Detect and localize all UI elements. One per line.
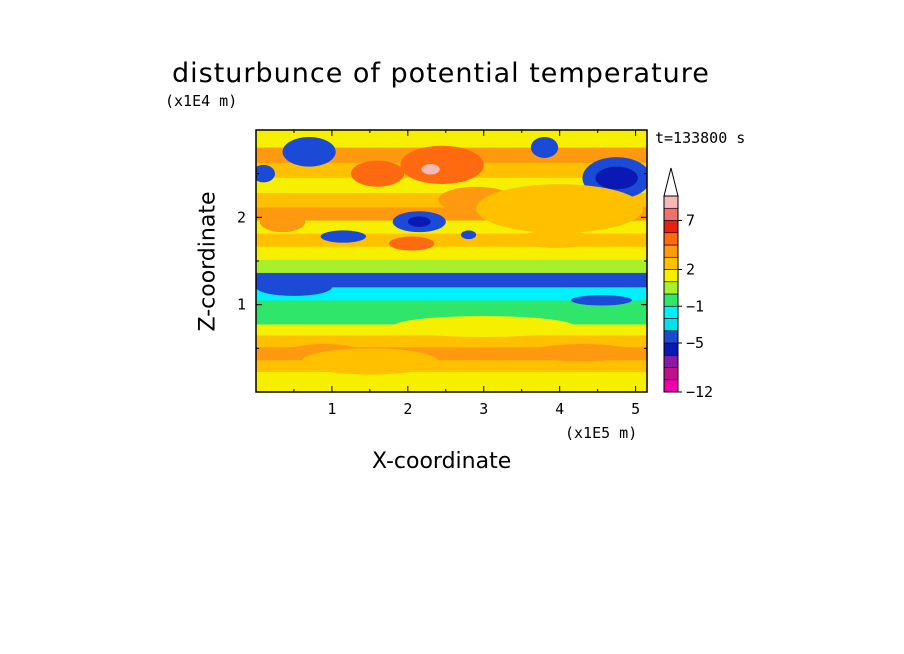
colorbar-tick-label: −1 (686, 297, 704, 315)
contour-feature (259, 211, 306, 233)
contour-feature (595, 166, 638, 190)
colorbar-tick-label: −5 (686, 334, 704, 352)
contour-feature (571, 295, 632, 306)
contour-feature (392, 316, 575, 337)
contour-band (256, 334, 647, 348)
contour-band (256, 271, 647, 288)
x-axis-label: X-coordinate (372, 449, 512, 474)
colorbar-segment (663, 379, 679, 393)
colorbar-segment (663, 269, 679, 283)
contour-band (256, 381, 647, 392)
colorbar-extension (663, 167, 679, 197)
contour-feature (530, 136, 559, 158)
colorbar-segment (663, 244, 679, 258)
colorbar-segment (663, 305, 679, 319)
colorbar-segment (663, 318, 679, 332)
contour-feature (400, 145, 484, 185)
contour-band (256, 299, 647, 313)
contour-band (256, 286, 647, 301)
colorbar-segment (663, 354, 679, 368)
contour-feature (421, 164, 440, 175)
colorbar-segment (663, 293, 679, 307)
contour-feature (476, 184, 644, 234)
contour-feature (529, 343, 636, 362)
x-tick-label: 2 (403, 400, 412, 418)
colorbar-segment (663, 232, 679, 246)
contour-feature (407, 216, 431, 227)
colorbar-segment (663, 330, 679, 344)
contour-band (256, 258, 647, 273)
y-axis-unit: (x1E4 m) (165, 92, 238, 110)
contour-feature (350, 160, 405, 187)
chart-title: disturbunce of potential temperature (172, 58, 710, 89)
colorbar-segment (663, 367, 679, 381)
contour-band (256, 371, 647, 383)
contour-feature (320, 230, 367, 243)
y-tick-label: 1 (237, 296, 246, 314)
colorbar-segment (663, 220, 679, 234)
x-tick-label: 5 (631, 400, 640, 418)
colorbar-tick-label: −12 (686, 383, 713, 401)
x-tick-label: 3 (479, 400, 488, 418)
colorbar-tick-label: 2 (686, 261, 695, 279)
colorbar-segment (663, 256, 679, 270)
contour-feature (256, 164, 275, 183)
colorbar-segment (663, 342, 679, 356)
x-axis-unit: (x1E5 m) (565, 424, 638, 442)
contour-feature (460, 230, 477, 240)
colorbar-frame (663, 195, 679, 393)
x-tick-label: 4 (555, 400, 564, 418)
contour-feature (256, 278, 332, 296)
contour-feature (388, 236, 435, 251)
colorbar-tick-label: 7 (686, 212, 695, 230)
contour-feature (282, 136, 336, 167)
contour-feature (301, 348, 439, 375)
contour-feature (517, 230, 594, 248)
colorbar-segment (663, 207, 679, 221)
time-label: t=133800 s (655, 129, 746, 147)
x-tick-label: 1 (327, 400, 336, 418)
colorbar-segment (663, 281, 679, 295)
y-tick-label: 2 (237, 208, 246, 226)
contour-band (256, 245, 647, 260)
colorbar-segment (663, 195, 679, 209)
contour-fill (256, 130, 647, 392)
